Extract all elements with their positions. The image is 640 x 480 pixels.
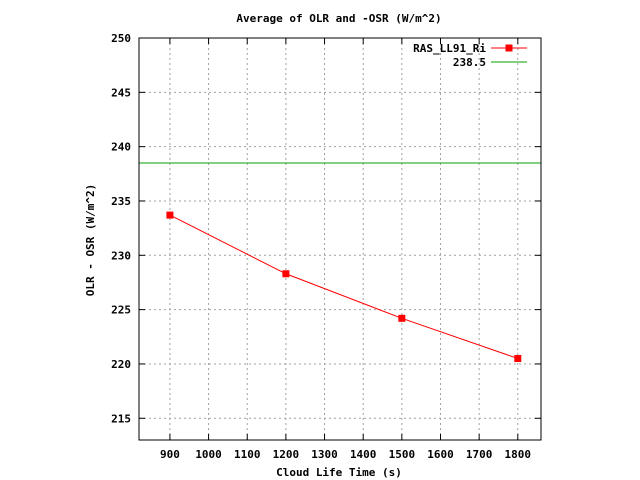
y-tick-label: 225 — [111, 304, 131, 317]
series-line — [169, 214, 518, 359]
data-point — [166, 211, 174, 219]
x-tick-label: 1000 — [195, 448, 222, 461]
plot-frame — [138, 37, 542, 441]
data-point — [398, 314, 406, 322]
x-tick-label: 1200 — [273, 448, 300, 461]
legend-marker-sample — [505, 44, 513, 52]
x-tick-label: 1600 — [427, 448, 454, 461]
data-point — [282, 270, 290, 278]
y-tick-label: 230 — [111, 249, 131, 262]
y-tick-label: 220 — [111, 358, 131, 371]
x-tick-label: 1500 — [389, 448, 416, 461]
axis-ticks: 900 1000 1100 1200 1300 1400 1500 1600 1700 1800 2… — [111, 32, 541, 461]
y-axis-label: OLR - OSR (W/m^2) — [84, 184, 97, 297]
y-tick-label: 240 — [111, 141, 131, 154]
x-tick-label: 1100 — [234, 448, 261, 461]
x-tick-label: 1700 — [466, 448, 493, 461]
legend-label: 238.5 — [453, 56, 486, 69]
chart-title: Average of OLR and -OSR (W/m^2) — [236, 12, 441, 25]
x-tick-label: 1300 — [311, 448, 338, 461]
data-series — [166, 211, 522, 363]
legend-label: RAS_LL91_Ri — [413, 42, 486, 55]
x-tick-label: 1400 — [350, 448, 377, 461]
grid — [139, 37, 541, 440]
x-tick-label: 1800 — [505, 448, 532, 461]
y-tick-label: 245 — [111, 86, 131, 99]
data-point — [514, 355, 522, 363]
x-tick-label: 900 — [160, 448, 180, 461]
x-axis-label: Cloud Life Time (s) — [276, 466, 402, 479]
y-tick-label: 235 — [111, 195, 131, 208]
y-tick-label: 250 — [111, 32, 131, 45]
y-tick-label: 215 — [111, 412, 131, 425]
